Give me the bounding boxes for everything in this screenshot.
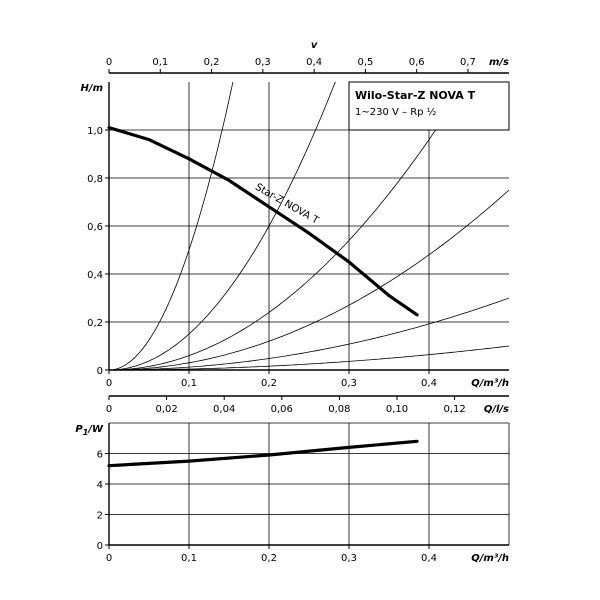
- system-curve: [109, 82, 234, 370]
- flow-ls-tick-label: 0: [106, 404, 112, 415]
- system-curves: [109, 82, 509, 370]
- velocity-tick-label: 0,4: [306, 57, 322, 68]
- y-tick-label: 4: [97, 480, 103, 491]
- y-axis-label: P1/W: [75, 424, 104, 437]
- flow-ls-tick-label: 0,12: [443, 404, 465, 415]
- x-tick-label: 0,3: [341, 553, 357, 564]
- legend-title: Wilo-Star-Z NOVA T: [355, 89, 476, 102]
- velocity-tick-label: 0,6: [409, 57, 425, 68]
- y-tick-label: 2: [97, 511, 103, 522]
- power-curve: [107, 439, 419, 468]
- velocity-tick-label: 0,5: [357, 57, 373, 68]
- system-curve: [109, 297, 509, 370]
- x-tick-label: 0,2: [261, 553, 277, 564]
- y-tick-label: 0: [97, 541, 103, 552]
- x-tick-label: 0,1: [181, 553, 197, 564]
- x-axis-label: Q/m³/h: [471, 553, 509, 564]
- velocity-tick-label: 0,2: [204, 57, 220, 68]
- flow-ls-tick-label: 0,06: [271, 404, 293, 415]
- x-tick-label: 0,4: [421, 553, 437, 564]
- system-curve: [109, 82, 336, 370]
- velocity-tick-label: 0,7: [460, 57, 476, 68]
- velocity-symbol: v: [311, 40, 318, 51]
- x-tick-label: 0: [106, 378, 112, 389]
- x-tick-label: 0,2: [261, 378, 277, 389]
- y-axis-label: H/m: [81, 83, 103, 94]
- y-tick-label: 0,8: [87, 174, 103, 185]
- x-axis-label: Q/m³/h: [471, 378, 509, 389]
- x-tick-label: 0,4: [421, 378, 437, 389]
- power-chart: 0 2 4 6 P1/W 0 0,1 0,2 0,3 0,4 Q/m³/h: [75, 422, 510, 564]
- flow-ls-tick-label: 0,02: [155, 404, 177, 415]
- velocity-tick-label: 0,1: [152, 57, 168, 68]
- legend-subtitle: 1~230 V – Rp ½: [355, 106, 437, 118]
- x-tick-label: 0,3: [341, 378, 357, 389]
- legend-box: [348, 81, 510, 131]
- flow-ls-tick-label: 0,08: [328, 404, 350, 415]
- pump-curve: [107, 126, 419, 317]
- velocity-tick-label: 0,3: [255, 57, 271, 68]
- x-tick-label: 0: [106, 553, 112, 564]
- y-tick-label: 1,0: [87, 126, 103, 137]
- y-tick-label: 0,6: [87, 222, 103, 233]
- flow-ls-unit: Q/l/s: [484, 404, 509, 415]
- system-curve: [109, 189, 509, 370]
- y-tick-label: 0,2: [87, 318, 103, 329]
- velocity-unit: m/s: [489, 57, 509, 68]
- flow-ls-tick-label: 0,10: [386, 404, 408, 415]
- y-tick-label: 0,4: [87, 270, 103, 281]
- flow-ls-tick-label: 0,04: [213, 404, 235, 415]
- y-tick-label: 0: [97, 366, 103, 377]
- y-tick-label: 6: [97, 450, 103, 461]
- velocity-tick-label: 0: [106, 57, 112, 68]
- x-tick-label: 0,1: [181, 378, 197, 389]
